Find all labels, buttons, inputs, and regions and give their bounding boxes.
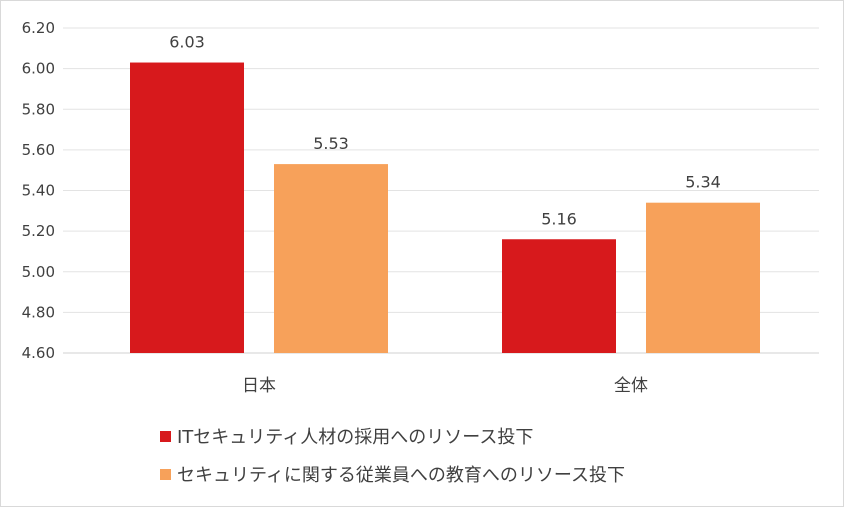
data-label: 6.03: [169, 33, 205, 52]
category-label: 全体: [614, 376, 648, 396]
legend-label: セキュリティに関する従業員への教育へのリソース投下: [177, 465, 625, 486]
bars: [130, 62, 760, 353]
data-label: 5.16: [541, 209, 577, 228]
y-tick-label: 4.80: [22, 303, 55, 321]
category-axis: 日本 全体: [242, 376, 648, 396]
y-tick-label: 5.80: [22, 100, 55, 118]
y-tick-label: 4.60: [22, 344, 55, 362]
data-label: 5.53: [313, 134, 349, 153]
bar-series1-overall: [502, 239, 616, 353]
y-tick-label: 6.20: [22, 19, 55, 37]
y-tick-label: 5.20: [22, 222, 55, 240]
legend-swatch: [160, 469, 171, 480]
y-axis-ticks: 4.60 4.80 5.00 5.20 5.40 5.60 5.80 6.00 6.20: [22, 19, 55, 362]
bar-series2-japan: [274, 164, 388, 353]
category-label: 日本: [242, 376, 276, 396]
y-tick-label: 5.40: [22, 182, 55, 200]
legend-swatch: [160, 431, 171, 442]
bar-series2-overall: [646, 202, 760, 353]
y-tick-label: 5.00: [22, 263, 55, 281]
data-labels: 6.03 5.16 5.53 5.34: [169, 33, 721, 229]
data-label: 5.34: [685, 173, 721, 192]
y-tick-label: 5.60: [22, 141, 55, 159]
legend-label: ITセキュリティ人材の採用へのリソース投下: [177, 427, 533, 448]
bar-series1-japan: [130, 62, 244, 353]
y-tick-label: 6.00: [22, 60, 55, 78]
legend: ITセキュリティ人材の採用へのリソース投下セキュリティに関する従業員への教育への…: [160, 427, 625, 486]
